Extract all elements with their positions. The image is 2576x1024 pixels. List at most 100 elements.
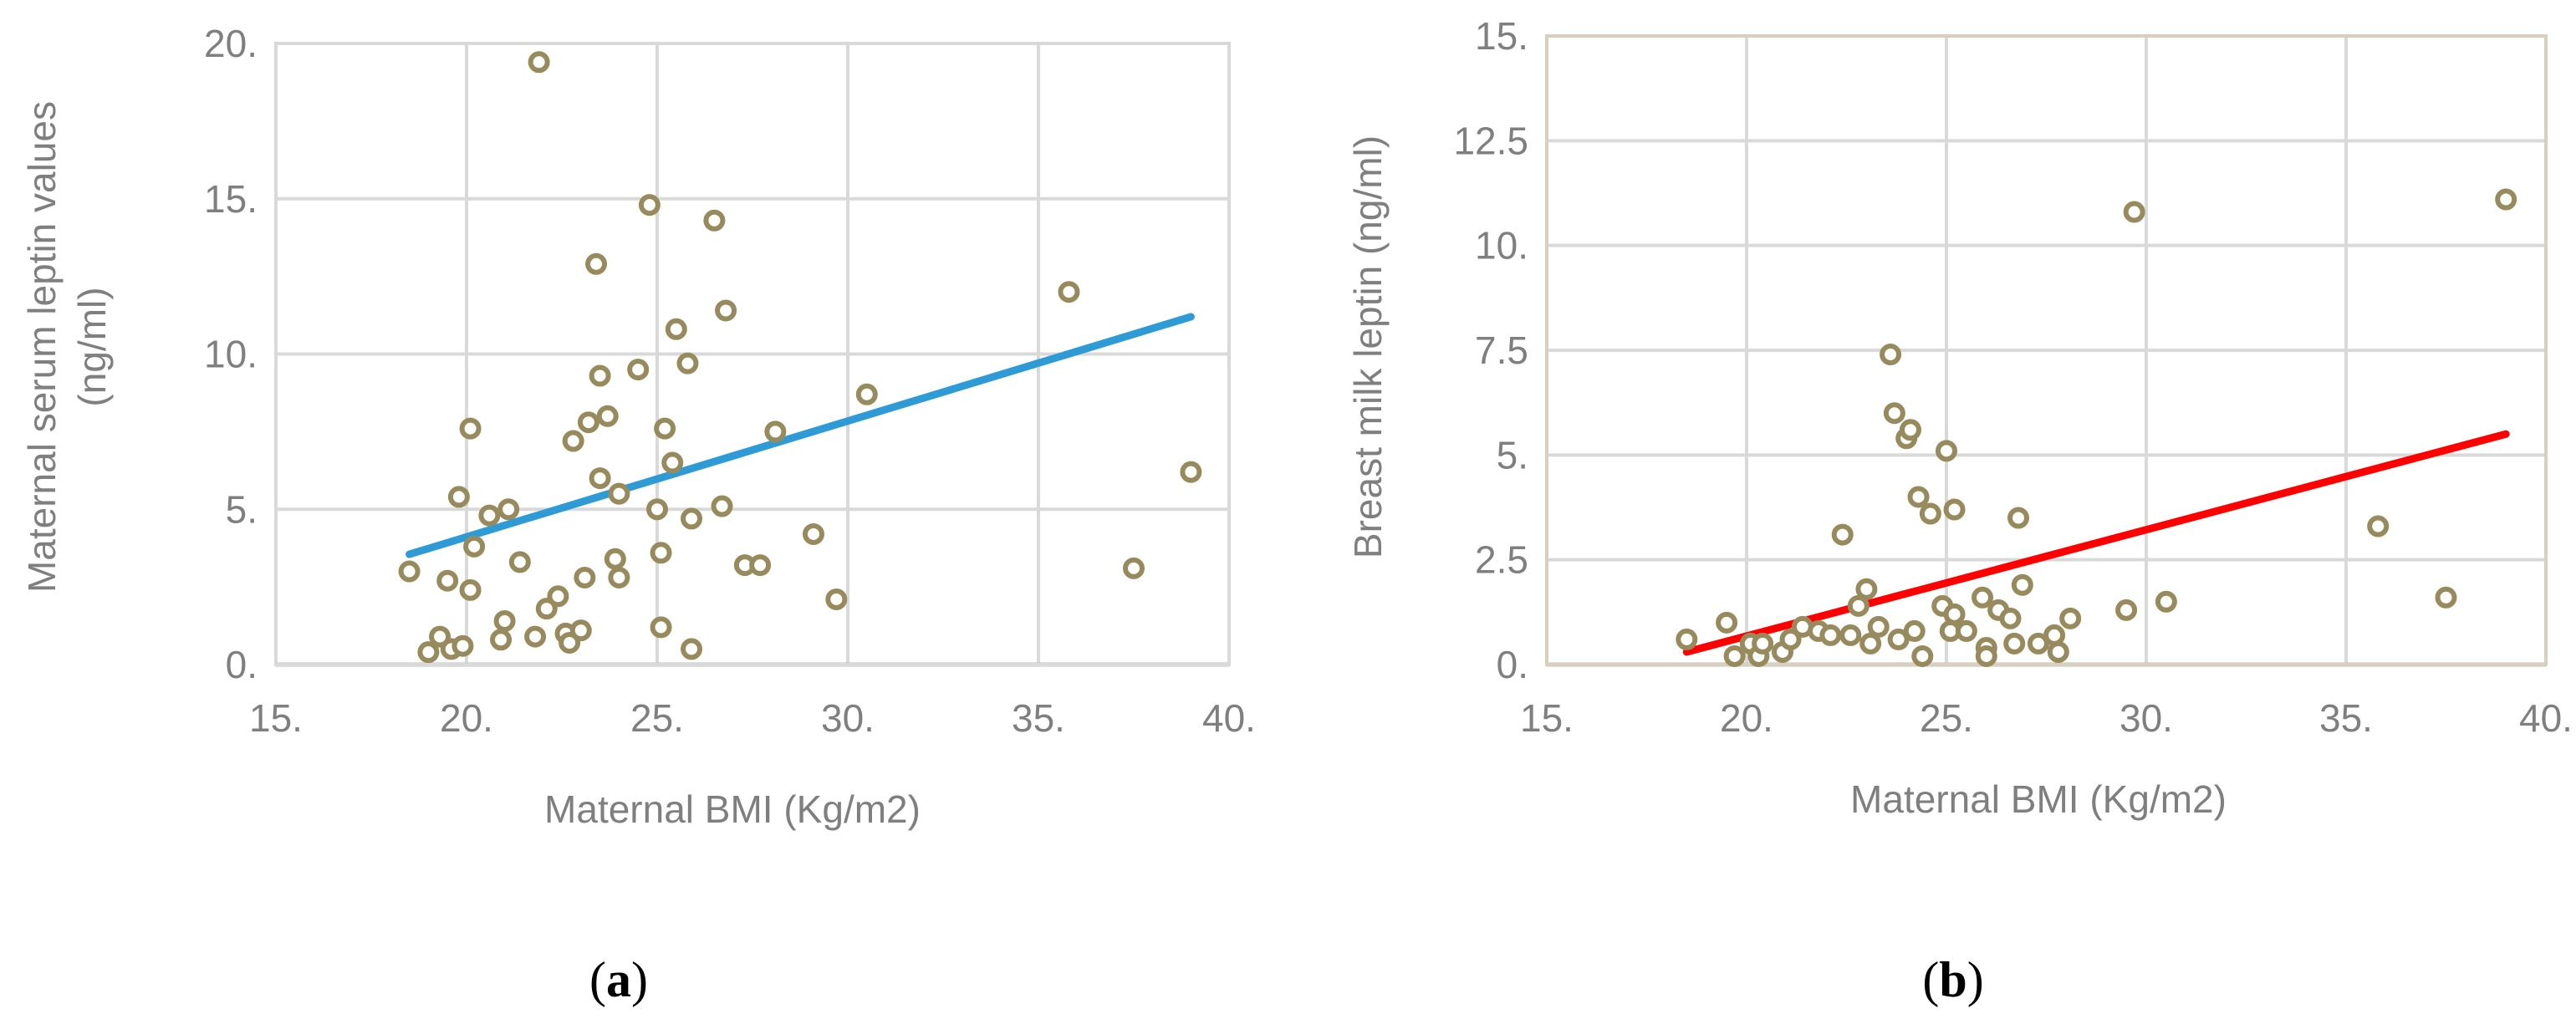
panel-a-data-point [802, 522, 824, 545]
panel-b-y-axis-label: Breast milk leptin (ng/ml) [1346, 135, 1390, 558]
panel-a-data-point [589, 364, 611, 387]
panel-b-y-tick-label: 12.5 [1453, 119, 1528, 162]
panel-a-label: (a) [589, 952, 648, 1007]
panel-a-data-point [528, 51, 550, 74]
panel-a-data-point [574, 566, 596, 588]
panel-b-y-tick-label: 2.5 [1475, 538, 1528, 582]
panel-a-x-tick-label: 40. [1202, 696, 1256, 740]
panel-b-y-tick-labels: 0. 2.5 5. 7.5 10. 12.5 15. [1453, 14, 1528, 686]
panel-a-x-tick-labels: 15. 20. 25. 30. 35. 40. [249, 696, 1256, 740]
panel-b-label: (b) [1922, 952, 1983, 1007]
panel-a-y-tick-label: 5. [226, 487, 258, 531]
panel-b-data-point [1955, 619, 1977, 642]
panel-a-data-point [577, 411, 599, 434]
panel-b-data-point [2155, 590, 2177, 613]
panel-a-data-point [604, 548, 626, 570]
panel-a-data-point [638, 194, 661, 217]
panel-b-trendline [1682, 430, 2510, 656]
panel-a-data-point [661, 451, 684, 474]
panel-b-x-tick-label: 35. [2319, 696, 2373, 740]
panel-a-x-tick-label: 25. [630, 696, 684, 740]
panel-b-data-point [1752, 632, 1774, 655]
panel-b-data-points [1676, 188, 2517, 667]
panel-a-data-point [547, 585, 569, 608]
panel-b-data-point [1676, 628, 1698, 650]
panel-b-data-point [2367, 515, 2390, 537]
panel-b-plot-frame [1545, 34, 2548, 666]
panel-b-data-point [2027, 632, 2049, 655]
panel-a-data-point [627, 359, 650, 381]
panel-a-x-tick-label: 15. [249, 696, 303, 740]
panel-b-data-point [1903, 619, 1926, 642]
panel-a-chart: 0. 5. 10. 15. 20. 15. 20. 25. 30. 35. 40. Materna… [20, 22, 1256, 1007]
panel-a-data-point [650, 542, 672, 564]
panel-b-data-point [2047, 640, 2069, 663]
panel-a-data-point [535, 598, 558, 620]
panel-a-data-point [559, 631, 581, 654]
panel-b-x-tick-label: 15. [1520, 696, 1574, 740]
panel-a-data-point [1058, 281, 1080, 303]
panel-b-data-point [1847, 594, 1870, 617]
panel-a-data-point [459, 417, 482, 440]
panel-a-data-point [508, 551, 531, 573]
panel-b-data-point [2059, 607, 2082, 629]
panel-a-data-point [650, 616, 672, 639]
panel-a-data-point [665, 318, 687, 340]
panel-b-data-point [2495, 188, 2517, 211]
panel-b-data-point [2011, 573, 2033, 596]
panel-b-data-point [1899, 419, 1921, 441]
panel-a-y-tick-label: 0. [226, 643, 258, 686]
panel-a-data-point [764, 420, 787, 443]
panel-a-data-point [493, 609, 516, 632]
panel-b-x-tick-label: 25. [1920, 696, 1973, 740]
panel-a-data-points [398, 51, 1202, 664]
panel-a-plot-frame [274, 42, 1231, 666]
panel-b-data-point [1839, 624, 1862, 646]
panel-a-data-point [715, 299, 737, 322]
panel-a-data-point [459, 578, 482, 601]
panel-b-data-point [1911, 644, 1934, 667]
panel-b-data-point [1936, 440, 1957, 462]
panel-a-trendline [406, 313, 1195, 558]
panel-b-data-point [1867, 615, 1890, 638]
panel-b-data-point [1972, 586, 1994, 609]
panel-a-data-point [490, 629, 513, 651]
panel-a-data-point [1123, 557, 1145, 579]
panel-b-data-point [1716, 611, 1738, 634]
panel-b-data-point [2043, 624, 2066, 646]
panel-a-data-point [825, 588, 848, 610]
panel-b-y-tick-label: 10. [1475, 224, 1528, 267]
panel-a-data-point [608, 566, 630, 588]
panel-a-data-point [478, 504, 501, 527]
panel-b-data-point [1919, 502, 1941, 525]
panel-b-data-point [1819, 624, 1842, 646]
panel-b-y-tick-label: 0. [1497, 643, 1528, 686]
panel-b-data-point [1723, 644, 1746, 667]
panel-a-x-tick-label: 35. [1012, 696, 1065, 740]
panel-a-data-point [1180, 461, 1202, 483]
panel-b-x-axis-label: Maternal BMI (Kg/m2) [1850, 777, 2227, 821]
panel-a-data-point [681, 507, 703, 530]
panel-b-y-tick-label: 5. [1497, 433, 1528, 476]
panel-a-data-point [447, 486, 470, 508]
panel-b-gridlines [1545, 34, 2548, 667]
panel-b-chart: 0.2.55.7.510.12.515. 15. 20. 25. 30. 35. 40. … [1346, 14, 2573, 1007]
panel-b-data-point [2003, 632, 2026, 655]
panel-b-data-point [1907, 486, 1930, 508]
panel-a-data-point [855, 383, 878, 405]
panel-b-data-point [1831, 523, 1854, 546]
panel-a-data-point [596, 405, 619, 427]
panel-a-y-axis-label-line1: Maternal serum leptin values [20, 101, 64, 593]
panel-a-x-tick-label: 30. [821, 696, 875, 740]
panel-b-x-tick-label: 20. [1720, 696, 1773, 740]
panel-b-data-point [1883, 402, 1905, 425]
panel-b-data-point [1779, 628, 1802, 650]
panel-a-y-tick-label: 10. [204, 333, 258, 376]
panel-b-data-point [2007, 507, 2030, 529]
panel-b-data-point [2123, 201, 2145, 223]
panel-a-y-tick-labels: 0. 5. 10. 15. 20. [204, 22, 258, 686]
panel-b-data-point [2115, 599, 2138, 621]
panel-b-x-tick-label: 30. [2119, 696, 2173, 740]
panel-b-data-point [1943, 498, 1966, 521]
